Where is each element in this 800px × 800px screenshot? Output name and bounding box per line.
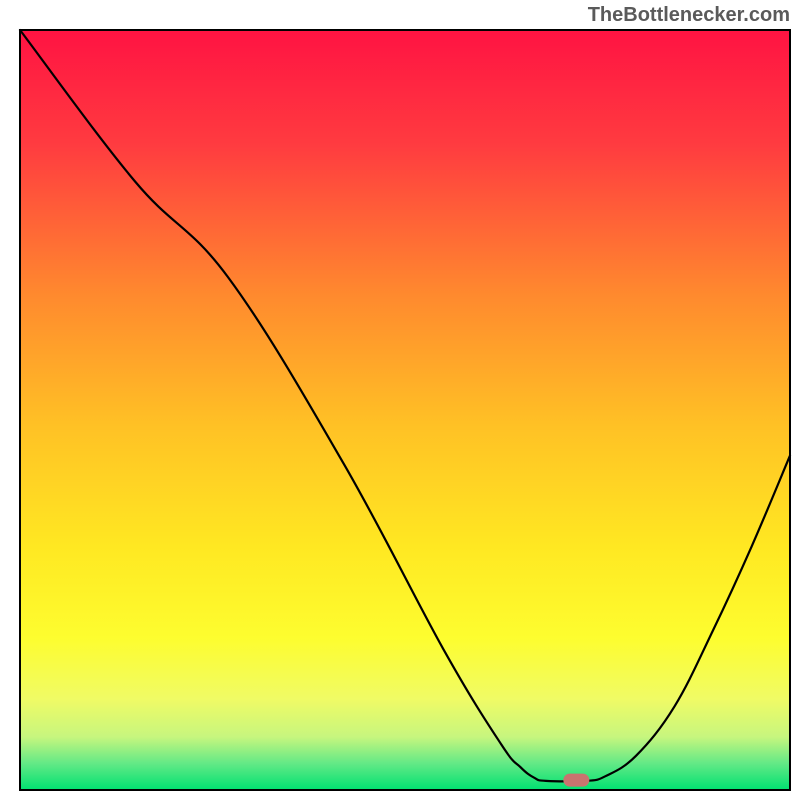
watermark-text: TheBottlenecker.com (588, 4, 790, 27)
plot-background (20, 30, 790, 790)
optimal-point-marker (564, 774, 589, 786)
gradient-line-chart (0, 0, 800, 800)
chart-container: TheBottlenecker.com (0, 0, 800, 800)
